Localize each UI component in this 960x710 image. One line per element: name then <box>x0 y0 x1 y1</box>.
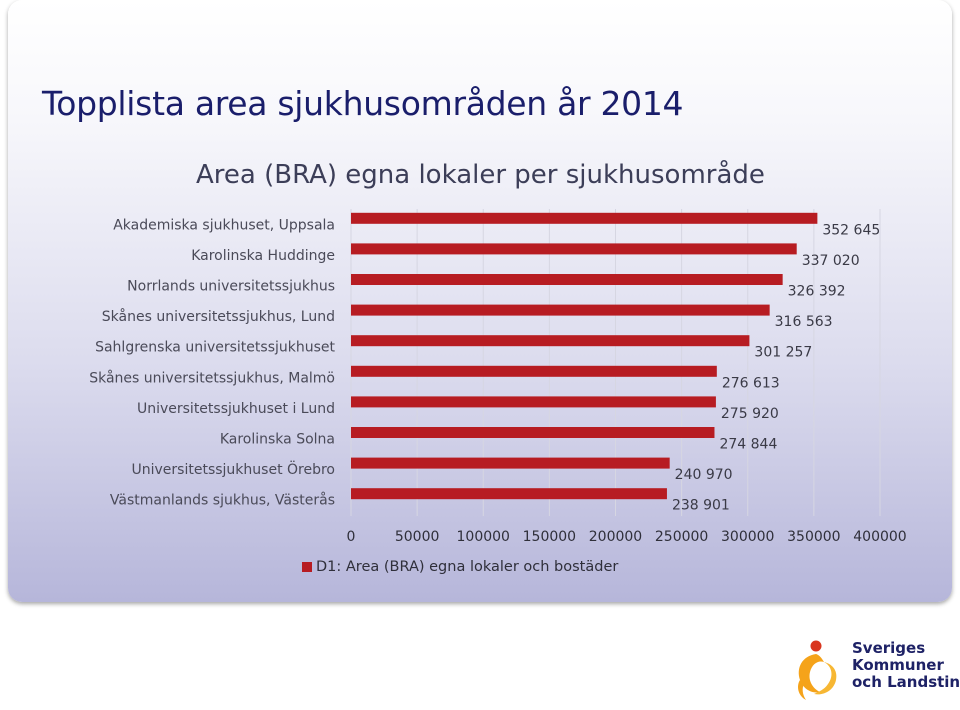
category-label: Universitetssjukhuset i Lund <box>137 401 335 417</box>
legend-label: D1: Area (BRA) egna lokaler och bostäder <box>316 559 619 575</box>
bar <box>351 396 716 408</box>
data-label: 316 563 <box>775 314 833 330</box>
category-label: Akademiska sjukhuset, Uppsala <box>113 217 335 233</box>
chart-legend: D1: Area (BRA) egna lokaler och bostäder <box>302 559 618 575</box>
skl-logo-icon <box>798 640 837 700</box>
x-tick-label: 0 <box>347 529 356 545</box>
bar <box>351 457 670 469</box>
data-label: 275 920 <box>721 406 779 422</box>
logo-line: Sveriges <box>852 639 926 657</box>
logo-line: Kommuner <box>852 656 944 674</box>
category-label: Karolinska Solna <box>220 432 335 448</box>
bar <box>351 488 667 500</box>
slide-panel <box>8 0 952 602</box>
category-label: Västmanlands sjukhus, Västerås <box>110 492 335 509</box>
data-label: 238 901 <box>672 498 730 514</box>
x-tick-label: 400000 <box>853 529 906 545</box>
x-tick-label: 350000 <box>787 529 840 545</box>
chart-title-text: Area (BRA) egna lokaler per sjukhusområd… <box>196 160 765 190</box>
slide-title: Topplista area sjukhusområden år 2014 <box>42 84 684 123</box>
bar <box>351 427 715 438</box>
data-label: 301 257 <box>754 345 812 361</box>
bar <box>351 365 717 377</box>
data-label: 352 645 <box>822 222 880 238</box>
x-tick-label: 200000 <box>589 529 642 545</box>
data-label: 337 020 <box>802 253 860 269</box>
x-tick-label: 50000 <box>395 529 440 545</box>
data-label: 274 844 <box>719 437 777 453</box>
category-label: Sahlgrenska universitetssjukhuset <box>95 340 335 356</box>
data-label: 276 613 <box>722 375 780 391</box>
category-label: Skånes universitetssjukhus, Lund <box>102 308 335 325</box>
x-tick-label: 100000 <box>457 529 510 545</box>
category-label: Skånes universitetssjukhus, Malmö <box>89 369 335 386</box>
x-tick-label: 150000 <box>523 529 576 545</box>
skl-logo-text: Sveriges Kommuner och Landsting <box>852 640 960 691</box>
legend-swatch <box>302 562 312 572</box>
data-label: 326 392 <box>788 284 846 300</box>
category-label: Norrlands universitetssjukhus <box>127 279 335 295</box>
bar <box>351 243 797 255</box>
bar <box>351 212 818 224</box>
logo-line: och Landsting <box>852 673 960 691</box>
category-label: Karolinska Huddinge <box>191 248 335 264</box>
bar <box>351 335 750 347</box>
data-label: 240 970 <box>675 467 733 483</box>
skl-logo-figure <box>798 640 837 700</box>
category-label: Universitetssjukhuset Örebro <box>132 460 335 478</box>
bar <box>351 304 770 316</box>
x-tick-label: 250000 <box>655 529 708 545</box>
x-tick-label: 300000 <box>721 529 774 545</box>
bar <box>351 274 783 285</box>
